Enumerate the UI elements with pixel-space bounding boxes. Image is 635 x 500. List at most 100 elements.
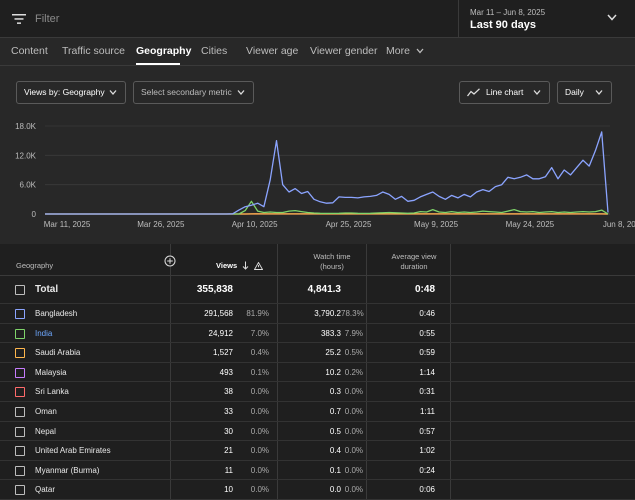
- views-percent: 7.0%: [250, 328, 269, 338]
- watch-time-value: 0.0: [329, 485, 341, 495]
- tab-more[interactable]: More: [386, 45, 424, 57]
- watch-time-percent: 0.0%: [344, 426, 363, 436]
- sort-down-icon[interactable]: [242, 261, 249, 270]
- tab-viewer-age[interactable]: Viewer age: [246, 45, 299, 57]
- avg-duration-value: 1:02: [419, 446, 435, 456]
- row-checkbox[interactable]: [15, 328, 25, 339]
- row-checkbox[interactable]: [15, 387, 25, 398]
- avg-duration-value: 1:14: [419, 367, 435, 377]
- column-divider: [277, 244, 278, 500]
- filter-icon[interactable]: [12, 13, 26, 25]
- avg-duration-value: 1:11: [420, 407, 435, 416]
- header-watch-time[interactable]: Watch time (hours): [300, 252, 364, 272]
- avg-duration-value: 0:46: [419, 309, 435, 318]
- table-row: India 24,912 7.0% 383.3 7.9% 0:55: [0, 324, 635, 344]
- table-row: Sri Lanka 38 0.0% 0.3 0.0% 0:31: [0, 382, 635, 402]
- total-views: 355,838: [196, 284, 233, 295]
- y-tick-label: 18.0K: [15, 122, 37, 131]
- x-tick-label: May 24, 2025: [506, 220, 555, 229]
- row-checkbox[interactable]: [15, 367, 25, 378]
- secondary-metric-label: Select secondary metric: [141, 87, 232, 97]
- watch-time-value: 25.2: [325, 348, 341, 358]
- header-views[interactable]: Views: [216, 261, 238, 270]
- y-tick-label: 0: [32, 210, 37, 219]
- table-row: Myanmar (Burma) 11 0.0% 0.1 0.0% 0:24: [0, 461, 635, 481]
- table-row: Bangladesh 291,568 81.9% 3,790.2 78.3% 0:46: [0, 304, 635, 324]
- watch-time-value: 0.4: [329, 446, 341, 456]
- tab-geography[interactable]: Geography: [136, 45, 192, 57]
- views-percent: 0.0%: [250, 407, 269, 416]
- avg-duration-value: 0:06: [419, 485, 435, 495]
- country-name[interactable]: Bangladesh: [35, 309, 78, 318]
- header-avg-view-duration[interactable]: Average view duration: [381, 252, 447, 272]
- watch-time-value: 383.3: [320, 328, 341, 338]
- column-divider: [450, 244, 451, 500]
- tab-viewer-gender[interactable]: Viewer gender: [310, 45, 378, 57]
- views-value: 291,568: [204, 309, 233, 318]
- tab-cities[interactable]: Cities: [201, 45, 228, 57]
- views-value: 30: [224, 426, 233, 436]
- watch-time-percent: 0.0%: [344, 407, 363, 416]
- geography-table: Geography Views Watch time (hours) Averag…: [0, 244, 635, 500]
- tab-traffic-source[interactable]: Traffic source: [62, 45, 126, 57]
- row-checkbox[interactable]: [15, 485, 25, 496]
- secondary-metric-dropdown[interactable]: Select secondary metric: [133, 81, 254, 104]
- row-checkbox[interactable]: [15, 426, 25, 437]
- chart-type-label: Line chart: [486, 87, 524, 97]
- row-checkbox[interactable]: [15, 446, 25, 457]
- country-name[interactable]: Myanmar (Burma): [35, 465, 100, 475]
- header-geography: Geography: [16, 261, 54, 270]
- row-checkbox[interactable]: [15, 407, 25, 417]
- watch-time-value: 0.3: [329, 387, 341, 397]
- views-value: 10: [224, 485, 233, 495]
- row-checkbox[interactable]: [15, 309, 25, 319]
- chevron-down-icon: [533, 90, 541, 95]
- interval-label: Daily: [565, 87, 584, 97]
- total-avg-duration: 0:48: [414, 284, 435, 295]
- row-checkbox[interactable]: [15, 348, 25, 359]
- date-range-selector[interactable]: Mar 11 – Jun 8, 2025 Last 90 days: [458, 0, 635, 38]
- row-checkbox[interactable]: [15, 465, 25, 476]
- table-header: Geography Views Watch time (hours) Averag…: [0, 244, 635, 276]
- filter-input[interactable]: Filter: [35, 13, 60, 25]
- watch-time-percent: 0.5%: [344, 348, 363, 358]
- views-percent: 0.0%: [250, 426, 269, 436]
- header-watch-time-line2: (hours): [320, 262, 344, 271]
- country-name[interactable]: United Arab Emirates: [35, 446, 111, 456]
- x-tick-label: Mar 11, 2025: [44, 220, 91, 229]
- watch-time-value: 0.7: [329, 407, 341, 416]
- avg-duration-value: 0:57: [419, 426, 435, 436]
- watch-time-percent: 0.0%: [344, 465, 363, 475]
- country-name[interactable]: Sri Lanka: [35, 387, 69, 397]
- views-value: 38: [224, 387, 233, 397]
- column-divider: [366, 244, 367, 500]
- country-name[interactable]: India: [35, 328, 53, 338]
- table-row: Nepal 30 0.0% 0.5 0.0% 0:57: [0, 422, 635, 442]
- watch-time-value: 0.1: [329, 465, 341, 475]
- total-checkbox[interactable]: [15, 285, 25, 295]
- chart-type-dropdown[interactable]: Line chart: [459, 81, 550, 104]
- column-divider: [170, 244, 171, 500]
- views-percent: 0.0%: [250, 485, 269, 495]
- country-name[interactable]: Saudi Arabia: [35, 348, 81, 358]
- tab-content[interactable]: Content: [11, 45, 48, 57]
- country-name[interactable]: Nepal: [35, 426, 56, 436]
- country-name[interactable]: Malaysia: [35, 367, 67, 377]
- views-value: 1,527: [212, 348, 233, 358]
- x-tick-label: May 9, 2025: [414, 220, 459, 229]
- views-value: 21: [224, 446, 233, 456]
- views-percent: 81.9%: [246, 309, 269, 318]
- views-percent: 0.0%: [250, 387, 269, 397]
- views-by-dropdown[interactable]: Views by: Geography: [16, 81, 126, 104]
- chevron-down-icon: [109, 90, 117, 95]
- x-tick-label: Apr 10, 2025: [232, 220, 278, 229]
- active-tab-indicator: [136, 63, 180, 65]
- header-watch-time-line1: Watch time: [313, 252, 351, 261]
- avg-duration-value: 0:31: [419, 387, 435, 397]
- add-column-icon[interactable]: [164, 255, 176, 267]
- chevron-down-icon: [595, 90, 603, 95]
- country-name[interactable]: Oman: [35, 407, 57, 416]
- country-name[interactable]: Qatar: [35, 485, 56, 495]
- interval-dropdown[interactable]: Daily: [557, 81, 612, 104]
- table-row: Saudi Arabia 1,527 0.4% 25.2 0.5% 0:59: [0, 343, 635, 363]
